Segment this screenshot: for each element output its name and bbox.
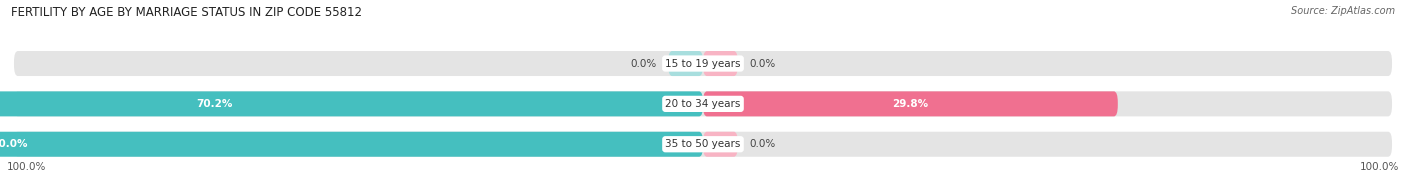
FancyBboxPatch shape (14, 51, 1392, 76)
Text: 0.0%: 0.0% (749, 139, 775, 149)
Text: 29.8%: 29.8% (893, 99, 928, 109)
FancyBboxPatch shape (703, 51, 738, 76)
FancyBboxPatch shape (668, 51, 703, 76)
Text: 15 to 19 years: 15 to 19 years (665, 59, 741, 69)
Text: 100.0%: 100.0% (7, 162, 46, 172)
Text: 100.0%: 100.0% (0, 139, 28, 149)
FancyBboxPatch shape (0, 91, 703, 116)
FancyBboxPatch shape (0, 132, 703, 157)
FancyBboxPatch shape (703, 132, 738, 157)
Text: 70.2%: 70.2% (197, 99, 232, 109)
FancyBboxPatch shape (703, 91, 1118, 116)
FancyBboxPatch shape (14, 132, 1392, 157)
FancyBboxPatch shape (14, 91, 1392, 116)
Text: 20 to 34 years: 20 to 34 years (665, 99, 741, 109)
Text: 100.0%: 100.0% (1360, 162, 1399, 172)
Text: 0.0%: 0.0% (749, 59, 775, 69)
Text: FERTILITY BY AGE BY MARRIAGE STATUS IN ZIP CODE 55812: FERTILITY BY AGE BY MARRIAGE STATUS IN Z… (11, 6, 363, 19)
Text: 35 to 50 years: 35 to 50 years (665, 139, 741, 149)
Text: Source: ZipAtlas.com: Source: ZipAtlas.com (1291, 6, 1395, 16)
Text: 0.0%: 0.0% (631, 59, 657, 69)
